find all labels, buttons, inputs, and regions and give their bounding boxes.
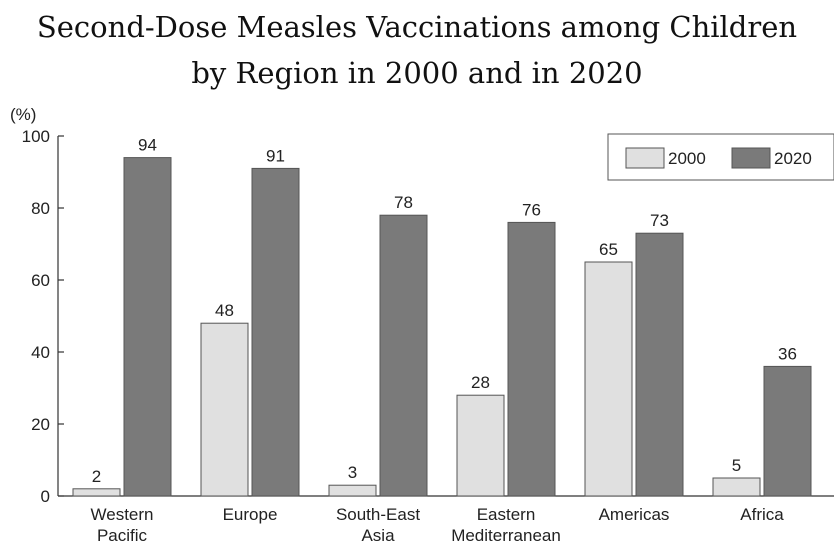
bar-2000: [73, 489, 120, 496]
bar-value-label: 91: [266, 146, 285, 165]
y-tick-label: 0: [41, 487, 50, 506]
bar-value-label: 94: [138, 136, 157, 155]
bar-value-label: 73: [650, 211, 669, 230]
y-tick-label: 80: [31, 199, 50, 218]
bar-2020: [380, 215, 427, 496]
bar-value-label: 65: [599, 240, 618, 259]
bar-value-label: 48: [215, 301, 234, 320]
bars: 2 94 48 91 3 78 28 76 65 73 5 36: [73, 136, 811, 496]
category-labels: Western Pacific Europe South-East Asia Easter…: [91, 505, 785, 545]
bar-2020: [508, 222, 555, 496]
bar-value-label: 36: [778, 344, 797, 363]
y-axis-unit-label: (%): [10, 105, 36, 124]
bar-value-label: 3: [348, 463, 357, 482]
legend-label-2020: 2020: [774, 149, 812, 168]
category-label: Eastern Mediterranean: [451, 505, 561, 545]
bar-value-label: 5: [732, 456, 741, 475]
y-tick-label: 20: [31, 415, 50, 434]
legend: 2000 2020: [608, 134, 834, 180]
bar-2000: [713, 478, 760, 496]
bar-2000: [201, 323, 248, 496]
y-tick-label: 60: [31, 271, 50, 290]
legend-swatch-2000: [626, 148, 664, 168]
bar-2000: [457, 395, 504, 496]
category-label: Americas: [599, 505, 670, 524]
bar-value-label: 76: [522, 200, 541, 219]
bar-value-label: 2: [92, 467, 101, 486]
bar-2020: [124, 158, 171, 496]
legend-label-2000: 2000: [668, 149, 706, 168]
category-label: Africa: [740, 505, 784, 524]
bar-value-label: 78: [394, 193, 413, 212]
bar-2020: [764, 366, 811, 496]
bar-2020: [252, 168, 299, 496]
category-label: Western Pacific: [91, 505, 154, 545]
legend-swatch-2020: [732, 148, 770, 168]
bar-value-label: 28: [471, 373, 490, 392]
category-label: South-East Asia: [336, 505, 420, 545]
bar-2000: [585, 262, 632, 496]
bar-2020: [636, 233, 683, 496]
y-tick-label: 40: [31, 343, 50, 362]
y-tick-label: 100: [22, 127, 50, 146]
category-label: Europe: [223, 505, 278, 524]
bar-2000: [329, 485, 376, 496]
